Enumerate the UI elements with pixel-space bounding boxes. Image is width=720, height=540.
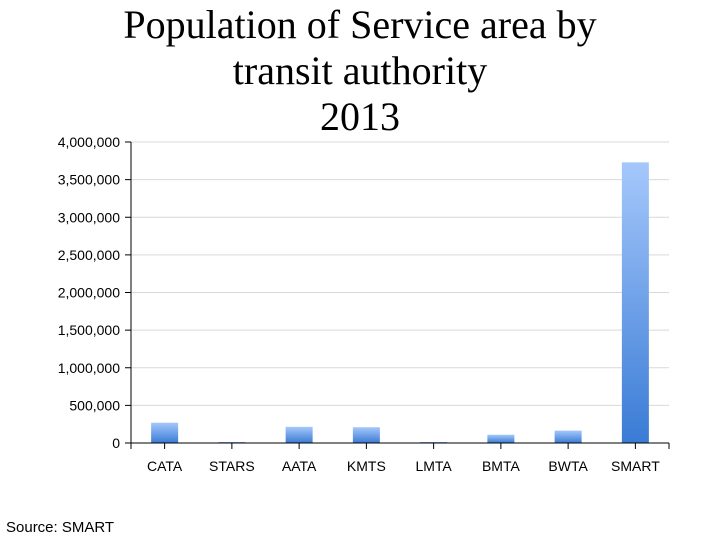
chart-title-line-3: 2013 xyxy=(320,94,400,139)
x-tick-label: BMTA xyxy=(482,458,521,474)
y-tick-label: 500,000 xyxy=(69,397,120,413)
bar-aata xyxy=(285,426,313,443)
x-tick-label: STARS xyxy=(209,458,255,474)
x-tick-label: KMTS xyxy=(347,458,386,474)
chart-title-line-2: transit authority xyxy=(232,48,488,93)
x-tick-label: AATA xyxy=(282,458,317,474)
bar-bmta xyxy=(487,434,515,443)
y-tick-labels: 0 500,000 1,000,000 1,500,000 2,000,000 2,500… xyxy=(58,134,121,451)
y-tick-label: 3,500,000 xyxy=(58,172,120,188)
axes xyxy=(125,141,670,449)
chart-title: Population of Service area by transit au… xyxy=(0,2,720,140)
source-note: Source: SMART xyxy=(6,519,115,536)
y-tick-label: 2,500,000 xyxy=(58,247,120,263)
x-tick-label: LMTA xyxy=(415,458,452,474)
x-tick-labels: CATA STARS AATA KMTS LMTA BMTA BWTA SMART xyxy=(147,458,660,474)
gridlines xyxy=(131,141,669,406)
bar-smart xyxy=(621,162,649,443)
bar-cata xyxy=(151,422,179,443)
x-tick-label: SMART xyxy=(611,458,660,474)
x-tick-label: CATA xyxy=(147,458,183,474)
y-tick-label: 2,000,000 xyxy=(58,285,120,301)
y-tick-label: 4,000,000 xyxy=(58,134,120,150)
y-tick-label: 3,000,000 xyxy=(58,209,120,225)
y-tick-label: 1,000,000 xyxy=(58,360,120,376)
bar-bwta xyxy=(554,430,582,443)
y-tick-label: 1,500,000 xyxy=(58,322,120,338)
bars xyxy=(151,162,649,443)
y-tick-label: 0 xyxy=(112,435,120,451)
x-tick-label: BWTA xyxy=(548,458,588,474)
chart-title-line-1: Population of Service area by xyxy=(123,2,597,47)
bar-kmts xyxy=(352,427,380,443)
